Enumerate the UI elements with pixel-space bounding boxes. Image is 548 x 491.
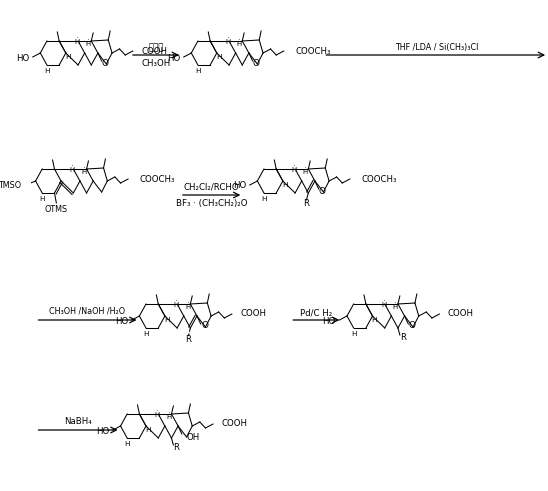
Text: O: O	[319, 187, 326, 195]
Text: Ḣ: Ḣ	[75, 39, 80, 46]
Text: H: H	[282, 182, 288, 188]
Text: Ḣ: Ḣ	[381, 301, 386, 308]
Text: CH₃OH: CH₃OH	[141, 59, 170, 68]
Text: O: O	[409, 322, 415, 330]
Text: COOH: COOH	[241, 309, 266, 319]
Text: COOCH₃: COOCH₃	[139, 174, 175, 184]
Text: COOH: COOH	[221, 419, 248, 429]
Text: HO: HO	[233, 182, 246, 191]
Text: OTMS: OTMS	[45, 204, 68, 214]
Text: HO: HO	[167, 54, 180, 62]
Text: O: O	[102, 58, 109, 67]
Text: H: H	[372, 317, 377, 323]
Text: H: H	[145, 427, 151, 433]
Text: Ḣ: Ḣ	[174, 301, 179, 308]
Text: Ḣ: Ḣ	[155, 411, 160, 418]
Text: R: R	[173, 443, 179, 453]
Text: HO: HO	[96, 427, 109, 436]
Text: R: R	[185, 334, 191, 344]
Text: Ḣ: Ḣ	[225, 39, 231, 46]
Text: Ḣ: Ḣ	[86, 41, 91, 48]
Text: Ḣ: Ḣ	[166, 413, 172, 420]
Text: Ḣ: Ḣ	[292, 166, 297, 173]
Text: H: H	[65, 54, 71, 60]
Text: O: O	[201, 322, 208, 330]
Text: H: H	[164, 317, 169, 323]
Text: COOH: COOH	[141, 47, 167, 55]
Text: HO: HO	[16, 54, 29, 62]
Text: H: H	[143, 331, 149, 337]
Text: 甲磺酸: 甲磺酸	[148, 43, 164, 52]
Text: H: H	[124, 441, 130, 447]
Text: R: R	[304, 198, 310, 208]
Text: Ḣ: Ḣ	[237, 41, 242, 48]
Text: HO: HO	[322, 317, 336, 326]
Text: H: H	[351, 331, 356, 337]
Text: Ḣ: Ḣ	[185, 303, 190, 310]
Text: H: H	[39, 196, 45, 202]
Text: H: H	[216, 54, 221, 60]
Text: COOH: COOH	[448, 309, 474, 319]
Text: H: H	[261, 196, 267, 202]
Text: Ḣ: Ḣ	[303, 168, 308, 175]
Text: H: H	[195, 68, 201, 74]
Text: BF₃ · (CH₃CH₂)₂O: BF₃ · (CH₃CH₂)₂O	[176, 199, 247, 208]
Text: Ḣ: Ḣ	[70, 166, 75, 173]
Text: HO: HO	[115, 317, 128, 326]
Text: H: H	[44, 68, 50, 74]
Text: THF /LDA / Si(CH₃)₃Cl: THF /LDA / Si(CH₃)₃Cl	[395, 43, 478, 52]
Text: CH₂Cl₂/RCHO: CH₂Cl₂/RCHO	[184, 183, 239, 192]
Text: Pd/C H₂: Pd/C H₂	[300, 308, 333, 317]
Text: O: O	[253, 58, 260, 67]
Text: R: R	[400, 333, 406, 343]
Text: Ḣ: Ḣ	[392, 303, 398, 310]
Text: COOCH₃: COOCH₃	[295, 47, 330, 55]
Text: OH: OH	[186, 433, 200, 441]
Text: COOCH₃: COOCH₃	[361, 174, 397, 184]
Text: Ḣ: Ḣ	[81, 168, 87, 175]
Text: NaBH₄: NaBH₄	[64, 417, 92, 426]
Text: TMSO: TMSO	[0, 181, 21, 190]
Text: CH₃OH /NaOH /H₂O: CH₃OH /NaOH /H₂O	[49, 307, 125, 316]
